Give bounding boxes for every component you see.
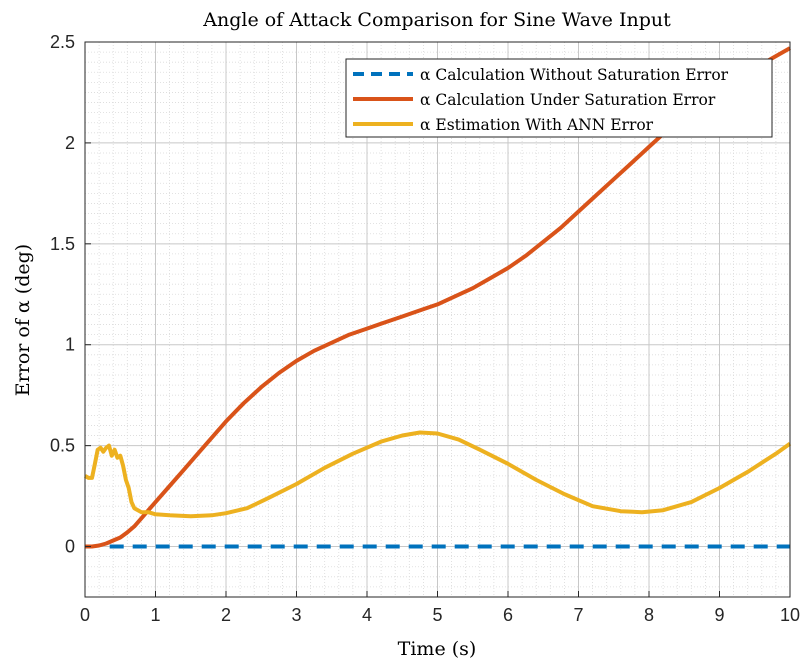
x-tick-label: 9 xyxy=(714,605,724,625)
legend-label-2: α Calculation Under Saturation Error xyxy=(420,91,716,109)
series-line-3 xyxy=(84,430,792,519)
legend-label-1: α Calculation Without Saturation Error xyxy=(420,66,729,84)
y-tick-label: 1.5 xyxy=(50,234,75,254)
x-tick-label: 6 xyxy=(503,605,513,625)
y-tick-label: 0.5 xyxy=(50,436,75,456)
x-tick-label: 8 xyxy=(644,605,654,625)
legend-box xyxy=(345,58,773,138)
legend: α Calculation Without Saturation Error α … xyxy=(345,58,773,138)
x-tick-label: 2 xyxy=(221,605,231,625)
y-tick-label: 0 xyxy=(65,537,75,557)
axis-ticks: 0 1 2 3 4 5 6 7 8 9 10 0 0.5 1 1.5 2 2.5 xyxy=(50,32,800,625)
legend-label-3: α Estimation With ANN Error xyxy=(420,116,654,134)
x-tick-label: 3 xyxy=(291,605,301,625)
chart-title: Angle of Attack Comparison for Sine Wave… xyxy=(202,9,671,31)
x-tick-label: 10 xyxy=(780,605,800,625)
x-tick-label: 7 xyxy=(573,605,583,625)
y-axis-label: Error of α (deg) xyxy=(12,244,34,396)
x-tick-label: 0 xyxy=(80,605,90,625)
y-tick-label: 1 xyxy=(65,335,75,355)
series-layer xyxy=(84,46,792,549)
x-tick-label: 4 xyxy=(362,605,372,625)
y-tick-label: 2 xyxy=(65,133,75,153)
x-tick-label: 1 xyxy=(150,605,160,625)
series-line-2 xyxy=(85,46,791,549)
x-tick-label: 5 xyxy=(432,605,442,625)
x-axis-label: Time (s) xyxy=(398,638,477,660)
y-tick-label: 2.5 xyxy=(50,32,75,52)
